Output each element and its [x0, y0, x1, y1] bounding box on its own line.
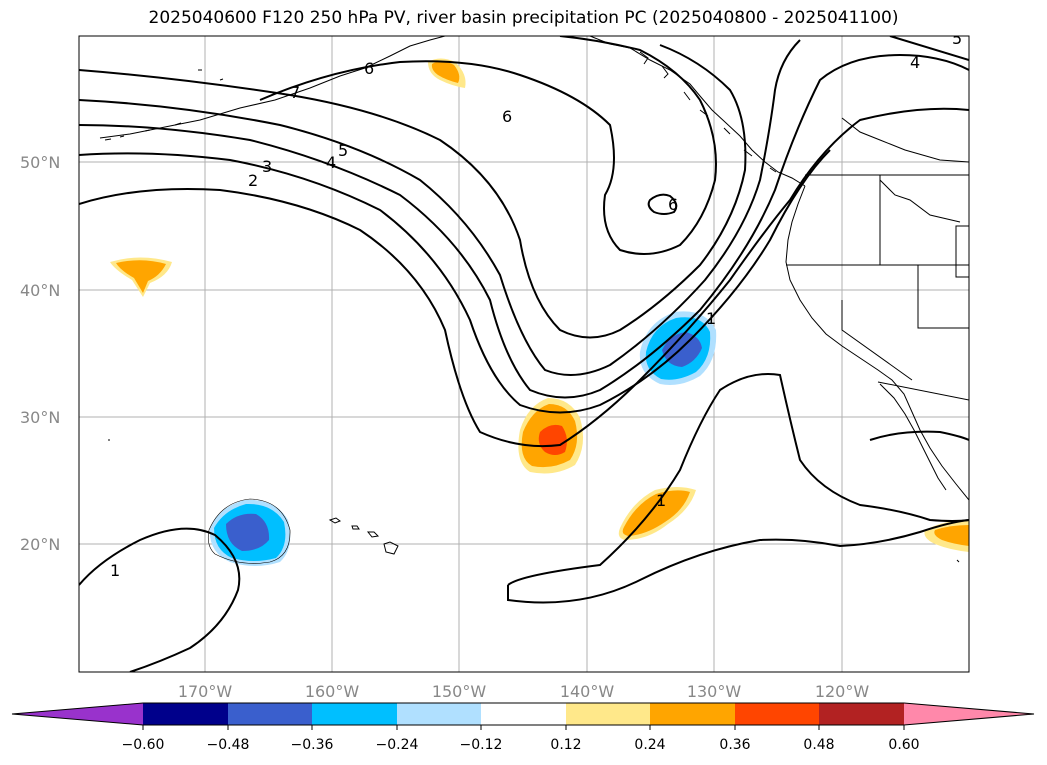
clabel-6-alaska: 6 — [364, 59, 374, 78]
colorbar-tick-label: −0.12 — [460, 737, 503, 753]
latitude-labels: 50°N 40°N 30°N 20°N — [20, 153, 60, 554]
lat-label-20n: 20°N — [20, 535, 60, 554]
contour-1-east — [507, 373, 969, 586]
lon-label-120w: 120°W — [815, 682, 870, 701]
clabel-5-ne: 5 — [952, 29, 962, 48]
clabel-4: 4 — [326, 153, 336, 172]
colorbar-tick-label: −0.60 — [122, 737, 165, 753]
contour-1-west — [79, 527, 241, 672]
colorbar-tick-label: 0.48 — [803, 737, 834, 753]
colorbar: −0.60 −0.48 −0.36 −0.24 −0.12 0.12 0.24 … — [11, 702, 1035, 753]
colorbar-tick-label: 0.60 — [888, 737, 919, 753]
lat-label-40n: 40°N — [20, 281, 60, 300]
clabel-3: 3 — [262, 157, 272, 176]
colorbar-extend-right — [904, 703, 1034, 725]
map-frame — [78, 35, 970, 673]
clabel-2: 2 — [248, 171, 258, 190]
pv-contours — [79, 36, 969, 672]
clabel-5: 5 — [338, 141, 348, 160]
contour-7 — [259, 36, 717, 255]
lon-label-160w: 160°W — [305, 682, 360, 701]
lon-label-170w: 170°W — [178, 682, 233, 701]
colorbar-segment — [397, 703, 481, 725]
colorbar-tick-label: −0.24 — [376, 737, 419, 753]
colorbar-segment — [481, 703, 566, 725]
colorbar-segment — [228, 703, 312, 725]
contour-3 — [79, 149, 831, 414]
clabel-7: 7 — [290, 83, 300, 102]
lon-label-140w: 140°W — [560, 682, 615, 701]
colorbar-tick-label: 0.24 — [634, 737, 665, 753]
colorbar-tick-label: 0.12 — [550, 737, 581, 753]
colorbar-segment — [819, 703, 904, 725]
colorbar-tick-label: −0.48 — [207, 737, 250, 753]
clabel-1-north: 1 — [706, 309, 716, 328]
lat-label-50n: 50°N — [20, 153, 60, 172]
clabel-6: 6 — [502, 107, 512, 126]
coastlines — [99, 36, 969, 563]
contour-2 — [79, 107, 969, 448]
colorbar-segment — [650, 703, 735, 725]
colorbar-tick-label: 0.36 — [719, 737, 750, 753]
clabel-4-east: 4 — [910, 53, 920, 72]
lon-label-150w: 150°W — [432, 682, 487, 701]
contour-1-east-lower — [507, 519, 969, 604]
contour-1-ne — [889, 36, 969, 61]
contour-6-loop — [647, 193, 678, 215]
colorbar-segment — [143, 703, 228, 725]
contour-labels: 1 2 3 4 5 6 7 4 6 1 1 6 5 — [110, 29, 962, 580]
lat-label-30n: 30°N — [20, 408, 60, 427]
colorbar-extend-left — [12, 703, 143, 725]
colorbar-segment — [312, 703, 397, 725]
colorbar-tick-label: −0.36 — [291, 737, 334, 753]
contour-6 — [79, 44, 747, 339]
precip-fills — [110, 58, 969, 566]
contour-5 — [79, 39, 801, 376]
clabel-6-loop: 6 — [668, 195, 678, 214]
colorbar-segment — [566, 703, 650, 725]
clabel-1-south: 1 — [656, 491, 666, 510]
longitude-labels: 170°W 160°W 150°W 140°W 130°W 120°W — [178, 682, 870, 701]
lon-label-130w: 130°W — [687, 682, 742, 701]
contour-4 — [79, 53, 969, 399]
map-background — [79, 36, 969, 672]
colorbar-segment — [735, 703, 819, 725]
map-title: 2025040600 F120 250 hPa PV, river basin … — [148, 8, 899, 28]
clabel-1-west: 1 — [110, 561, 120, 580]
